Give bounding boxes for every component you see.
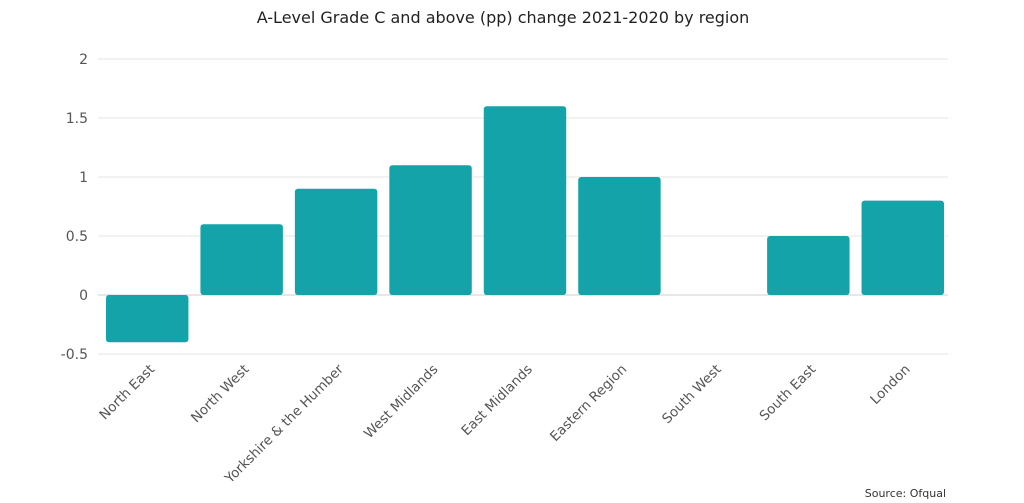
chart-title: A-Level Grade C and above (pp) change 20… xyxy=(257,8,750,27)
y-tick-label: 1 xyxy=(79,170,88,186)
y-axis-ticks: 2 1.5 1 0.5 0 -0.5 xyxy=(61,52,88,363)
x-tick-label: London xyxy=(867,362,913,408)
bar-north-east xyxy=(106,295,189,343)
bar-eastern-region xyxy=(578,177,661,295)
y-tick-label: 0.5 xyxy=(66,229,88,245)
x-tick-label: South East xyxy=(756,362,819,425)
x-tick-label: North East xyxy=(96,362,158,424)
y-tick-label: 0 xyxy=(79,288,88,304)
x-tick-label: Eastern Region xyxy=(547,362,630,445)
bars xyxy=(106,106,944,343)
y-tick-label: -0.5 xyxy=(61,347,88,363)
bar-south-east xyxy=(767,236,850,295)
source-note: Source: Ofqual xyxy=(865,487,946,500)
bar-west-midlands xyxy=(389,165,472,295)
x-tick-label: North West xyxy=(188,362,253,427)
bar-east-midlands xyxy=(483,106,567,295)
x-tick-label: West Midlands xyxy=(361,362,441,442)
bar-north-west xyxy=(200,224,283,295)
x-tick-label: South West xyxy=(659,362,725,428)
x-tick-label: East Midlands xyxy=(458,362,535,439)
y-tick-label: 2 xyxy=(79,52,88,68)
y-tick-label: 1.5 xyxy=(66,111,88,127)
bar-yorkshire-the-humber xyxy=(294,188,378,295)
bar-london xyxy=(861,200,944,295)
